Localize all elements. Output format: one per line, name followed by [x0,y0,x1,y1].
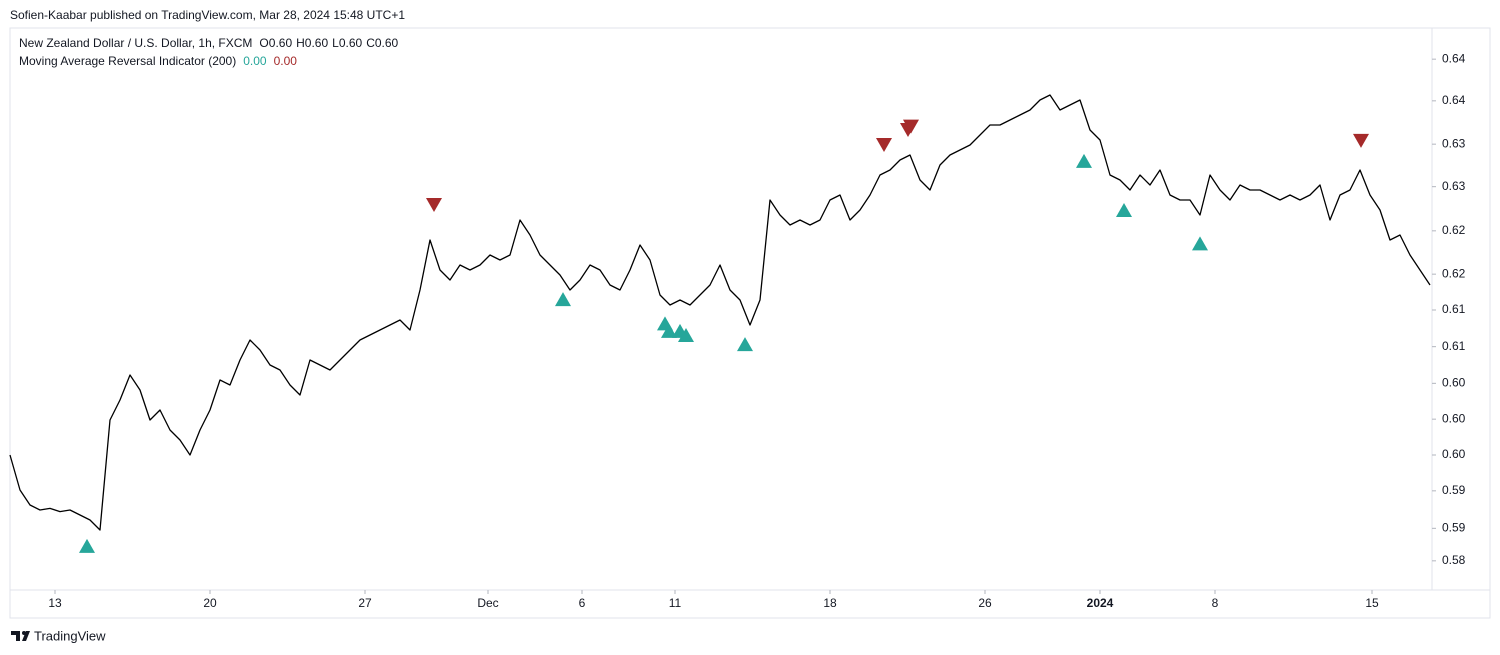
bearish-signal [426,198,442,212]
symbol-legend: New Zealand Dollar / U.S. Dollar, 1h, FX… [19,36,399,50]
x-tick-label: 26 [978,596,992,610]
publisher-note: Sofien-Kaabar published on TradingView.c… [10,8,405,22]
ohlc-label: H [296,36,305,50]
bullish-signal [737,337,753,352]
y-tick-label: 0.61 [1442,339,1466,353]
symbol: New Zealand Dollar / U.S. Dollar, 1h, FX… [19,36,252,50]
ohlc-value: 0.60 [375,36,399,50]
y-tick-label: 0.59 [1442,483,1466,497]
indicator-value: 0.00 [243,54,267,68]
indicator-name: Moving Average Reversal Indicator (200) [19,54,236,68]
y-tick-label: 0.62 [1442,223,1466,237]
y-tick-label: 0.60 [1442,411,1466,425]
x-tick-label: 6 [579,596,586,610]
bullish-signal [1116,203,1132,217]
ohlc-value: 0.60 [339,36,363,50]
bullish-signal [79,538,95,553]
y-tick-label: 0.60 [1442,376,1466,390]
x-tick-label: 27 [358,596,372,610]
bearish-signal [876,138,892,152]
x-tick-label: 15 [1365,596,1379,610]
chart-frame [9,27,1491,619]
brand-name: TradingView [34,628,106,643]
bullish-signal [678,328,694,342]
y-tick-label: 0.64 [1442,51,1466,65]
y-tick-label: 0.63 [1442,179,1466,193]
y-tick-label: 0.62 [1442,266,1466,280]
ohlc-label: L [332,36,339,50]
y-tick-label: 0.64 [1442,93,1466,107]
x-tick-label: 2024 [1087,596,1114,610]
bullish-signal [1192,236,1208,251]
bullish-signal [1076,153,1092,168]
y-tick-label: 0.63 [1442,136,1466,150]
indicator-legend: Moving Average Reversal Indicator (200) 0… [19,54,297,68]
brand-logo [11,631,30,641]
ohlc-value: 0.60 [269,36,293,50]
price-line [9,94,1431,531]
x-tick-label: Dec [477,596,498,610]
x-tick-label: 20 [203,596,217,610]
bullish-signal [661,323,677,338]
bearish-signal [1353,133,1369,148]
y-tick-label: 0.59 [1442,521,1466,535]
x-tick-label: 8 [1212,596,1219,610]
ohlc-value: 0.60 [305,36,329,50]
ohlc-label: C [366,36,375,50]
y-tick-label: 0.60 [1442,447,1466,461]
indicator-value: 0.00 [274,54,298,68]
x-tick-label: 13 [48,596,62,610]
x-tick-label: 11 [669,596,682,610]
bearish-signal [903,119,919,134]
x-tick-label: 18 [823,596,837,610]
y-tick-label: 0.61 [1442,302,1466,316]
y-tick-label: 0.58 [1442,553,1466,567]
ohlc-label: O [259,36,268,50]
bullish-signal [555,292,571,307]
